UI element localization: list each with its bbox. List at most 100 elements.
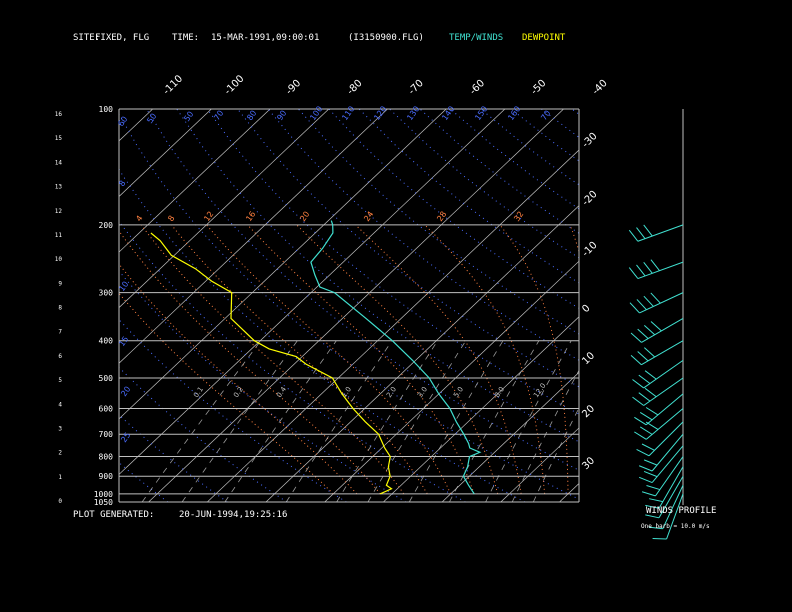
dry-adiabat-label: 100 [308, 104, 324, 122]
wind-barb-flag [639, 411, 653, 421]
right-temp-label: -10 [580, 240, 599, 259]
pressure-tick-label: 500 [99, 374, 114, 383]
dry-adiabat-label: 140 [440, 104, 456, 122]
wind-barb [634, 393, 684, 426]
dry-adiabat-label: 90 [275, 109, 288, 123]
dry-adiabat-label: 50 [145, 112, 158, 126]
top-temp-label: -60 [468, 78, 487, 97]
isotherm-line [119, 109, 388, 364]
dry-adiabat-label: 60 [116, 115, 129, 129]
wind-barb-shaft [648, 421, 684, 457]
wind-barb [645, 466, 684, 509]
height-tick-label: 16 [55, 111, 63, 118]
mixing-ratio-label: 3.0 [416, 385, 429, 399]
dry-adiabat-line [571, 109, 579, 115]
height-tick-label: 7 [58, 329, 62, 336]
wind-barb-shaft [637, 224, 684, 242]
wind-barb-flag [650, 259, 660, 271]
isotherm-line [119, 109, 506, 475]
legend-dewpoint: DEWPOINT [522, 33, 566, 43]
wind-barb-shaft [655, 456, 684, 497]
wind-barb-flag [645, 514, 660, 519]
mixing-ratio-line [449, 340, 540, 502]
wind-barb-shaft [641, 340, 684, 366]
mixing-ratio-label: 0.2 [232, 385, 245, 399]
wind-barb [630, 340, 684, 366]
isotherm-line [119, 109, 447, 420]
isotherm-line [119, 109, 330, 309]
wind-barb-flag [641, 443, 655, 451]
site-value: FIXED, FLG [95, 33, 150, 43]
dry-adiabat-label: 160 [506, 104, 522, 122]
site-label: SITE: [73, 33, 101, 43]
wind-barb-shaft [658, 475, 684, 519]
wind-barb-flag [644, 387, 657, 398]
moist-adiabat-label: 4 [134, 214, 144, 223]
dry-adiabat-line [119, 414, 228, 502]
isotherm-line [677, 109, 792, 502]
moist-adiabat-label: 20 [298, 210, 311, 224]
wind-barb-flag [636, 264, 646, 277]
moist-adiabat-label: 24 [362, 210, 375, 224]
wind-barb-flag [638, 476, 653, 483]
dry-adiabat-label: 80 [245, 109, 258, 123]
wind-barb [632, 377, 684, 406]
pressure-tick-label: 400 [99, 337, 114, 346]
dry-adiabat-line [298, 109, 579, 335]
dry-adiabat-line [206, 109, 579, 415]
dry-adiabat-label: 120 [372, 104, 388, 122]
dry-adiabat-label: 50 [182, 110, 195, 124]
wind-barb-flag [632, 396, 644, 406]
pressure-tick-label: 300 [99, 289, 114, 298]
wind-barb-flag [636, 448, 650, 457]
moist-adiabat-line [140, 224, 405, 495]
moist-adiabat-line [206, 224, 452, 495]
wind-barb-flag [645, 407, 659, 416]
moist-adiabat-line [171, 224, 428, 495]
wind-barb-shaft [645, 408, 684, 440]
wind-barb-flag [630, 354, 642, 366]
mixing-ratio-line [285, 340, 393, 502]
dry-adiabat-line [119, 270, 407, 502]
wind-barb-flag [632, 379, 644, 389]
wind-barb-flag [636, 299, 647, 310]
wind-barb-shaft [639, 292, 684, 314]
mixing-ratio-line [485, 340, 572, 502]
isotherm-line [0, 109, 94, 502]
wind-barb [652, 493, 684, 540]
height-tick-label: 6 [58, 353, 62, 360]
plot-generated-value: 20-JUN-1994,19:25:16 [179, 510, 288, 520]
isotherm-line [119, 109, 153, 142]
wind-barb-flag [643, 295, 654, 307]
wind-barb [648, 485, 684, 530]
wind-barb-flag [650, 321, 662, 332]
wind-barb-shaft [651, 445, 684, 483]
isotherm-line [0, 109, 35, 502]
dry-adiabat-line [119, 461, 169, 502]
height-tick-label: 0 [58, 498, 62, 505]
dry-adiabat-line [119, 220, 466, 502]
moist-adiabat-line [615, 225, 630, 494]
wind-barb-flag [650, 292, 661, 304]
top-temp-label: -90 [284, 78, 303, 97]
isotherm-line [265, 205, 579, 502]
wind-barb-flag [638, 374, 651, 384]
top-temp-label: -110 [161, 73, 185, 97]
wind-barb [628, 259, 684, 280]
isotherm-line [119, 109, 212, 197]
pressure-tick-label: 600 [99, 404, 114, 413]
dry-adiabat-line [176, 109, 579, 443]
pressure-tick-label: 1000 [94, 490, 113, 499]
top-temp-label: -50 [529, 78, 548, 97]
wind-barb-shaft [637, 261, 684, 280]
dry-adiabat-line [146, 109, 579, 471]
mixing-ratio-line [532, 407, 579, 502]
wind-barb-flag [646, 485, 661, 491]
pressure-tick-label: 700 [99, 430, 114, 439]
moist-adiabat-label: 12 [202, 210, 215, 224]
wind-barb-shaft [641, 317, 684, 343]
isotherm-line [148, 109, 564, 502]
mixing-ratio-line [511, 369, 579, 502]
right-temp-label: -30 [580, 131, 599, 150]
wind-barb-flag [630, 332, 642, 343]
